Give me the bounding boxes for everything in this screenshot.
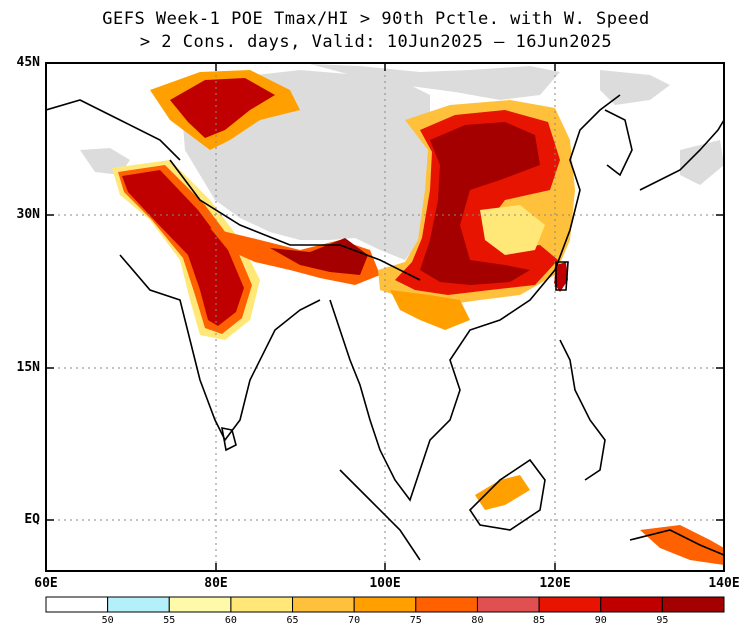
map-fields	[80, 64, 724, 565]
heat-gangetic-core	[270, 238, 368, 275]
colorbar	[45, 596, 725, 613]
heat-pakistan-core	[122, 170, 244, 326]
lon-label-140e: 140E	[708, 576, 740, 591]
coast-japan	[639, 119, 724, 191]
heat-china-core	[420, 122, 540, 285]
coast-philippines	[559, 339, 606, 481]
colorbar-label-95: 95	[656, 615, 669, 626]
colorbar-box-1	[107, 596, 170, 613]
lon-label-80e: 80E	[204, 576, 228, 591]
coast-borneo	[468, 458, 546, 531]
lat-label-45n: 45N	[16, 55, 40, 70]
coast-korea	[604, 109, 633, 177]
border-himalaya	[169, 159, 421, 281]
map-title-line2: > 2 Cons. days, Valid: 10Jun2025 – 16Jun…	[139, 32, 613, 52]
border-central-asia	[46, 99, 181, 161]
colorbar-box-10	[661, 596, 725, 613]
colorbar-label-90: 90	[594, 615, 607, 626]
heat-new-guinea	[640, 525, 724, 565]
coast-new-guinea	[629, 529, 724, 556]
colorbar-label-50: 50	[101, 615, 114, 626]
masked-mongolia-patch	[310, 64, 560, 100]
colorbar-label-75: 75	[409, 615, 422, 626]
heat-china-yellow-pocket	[480, 205, 545, 255]
lat-label-30n: 30N	[16, 207, 40, 222]
colorbar-box-4	[292, 596, 355, 613]
colorbar-box-5	[353, 596, 417, 613]
colorbar-box-2	[168, 596, 232, 613]
colorbar-box-7	[476, 596, 540, 613]
colorbar-box-8	[538, 596, 602, 613]
map-gridlines	[46, 63, 724, 571]
masked-korea-japan-patch	[600, 70, 670, 105]
colorbar-box-3	[230, 596, 294, 613]
axis-ticks	[46, 62, 724, 571]
lon-label-100e: 100E	[369, 576, 401, 591]
lat-label-15n: 15N	[16, 360, 40, 375]
colorbar-label-55: 55	[163, 615, 176, 626]
coast-sumatra	[339, 469, 421, 561]
colorbar-label-70: 70	[348, 615, 361, 626]
heat-tarim-core	[170, 78, 275, 138]
coast-india	[119, 254, 321, 442]
coast-sri-lanka	[221, 426, 237, 452]
colorbar-label-80: 80	[471, 615, 484, 626]
colorbar-label-65: 65	[286, 615, 299, 626]
colorbar-box-6	[415, 596, 478, 613]
heat-indochina	[390, 290, 470, 330]
coastlines	[46, 94, 724, 561]
coast-taiwan	[555, 261, 569, 291]
heat-taiwan	[554, 262, 568, 292]
colorbar-label-85: 85	[533, 615, 546, 626]
colorbar-box-9	[600, 596, 663, 613]
masked-japan-patch	[680, 140, 724, 185]
colorbar-box-0	[45, 596, 109, 613]
colorbar-label-60: 60	[224, 615, 237, 626]
coast-indochina	[329, 94, 621, 502]
map-title-line1: GEFS Week-1 POE Tmax/HI > 90th Pctle. wi…	[102, 9, 650, 29]
lon-label-120e: 120E	[539, 576, 571, 591]
lon-label-60e: 60E	[34, 576, 58, 591]
lat-label-eq: EQ	[24, 512, 40, 527]
heat-borneo	[475, 475, 530, 510]
